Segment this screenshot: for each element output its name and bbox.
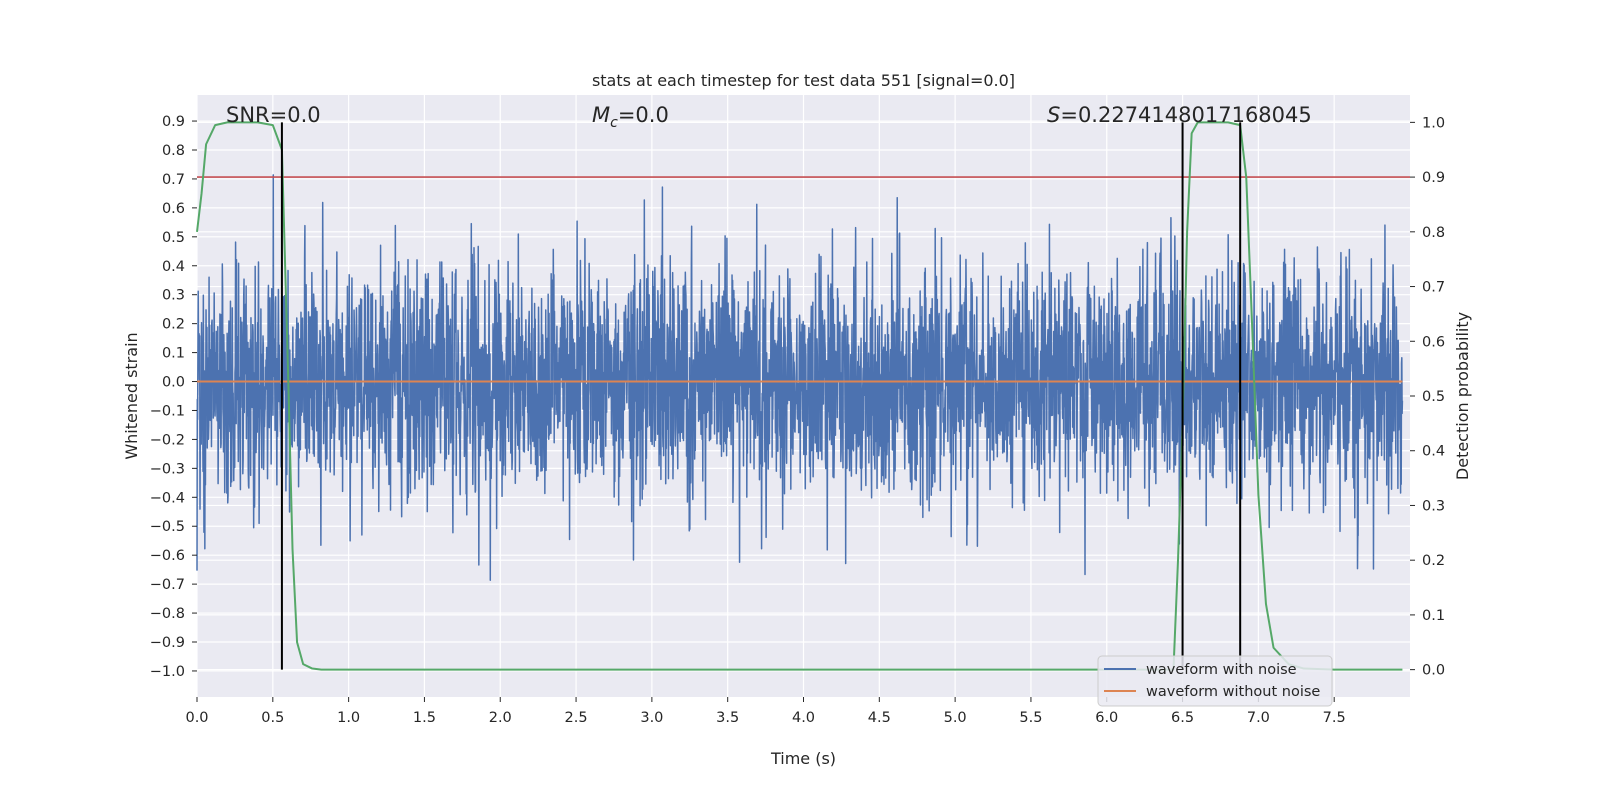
y2-tick-label: 0.3 (1422, 498, 1445, 514)
y-tick-label: −0.3 (150, 461, 185, 477)
series-waveform-with-noise (196, 174, 1404, 582)
y-tick-label: −1.0 (150, 664, 185, 680)
x-tick-label: 4.5 (868, 710, 891, 726)
y-tick-label: 0.0 (162, 375, 185, 391)
vertical-markers (280, 122, 1242, 670)
x-tick-label: 7.5 (1323, 710, 1346, 726)
mc-symbol: M (592, 103, 610, 127)
x-tick-label: 5.5 (1019, 710, 1042, 726)
legend-label-with-noise: waveform with noise (1146, 662, 1297, 678)
x-tick-label: 1.5 (413, 710, 436, 726)
y2-tick-label: 0.4 (1422, 444, 1445, 460)
legend: waveform with noise waveform without noi… (1097, 655, 1333, 707)
y2-tick-label: 0.8 (1422, 225, 1445, 241)
y2-tick-label: 1.0 (1422, 115, 1445, 131)
y2-tick-label: 0.5 (1422, 389, 1445, 405)
s-value: =0.2274148017168045 (1060, 103, 1311, 127)
y-axis-label: Whitened strain (122, 332, 141, 459)
y-tick-label: 0.5 (162, 230, 185, 246)
y-tick-label: 0.6 (162, 201, 185, 217)
y-tick-label: −0.5 (150, 519, 185, 535)
legend-box (1097, 655, 1333, 707)
chirp-mass-annotation: Mc=0.0 (592, 103, 669, 131)
noise-trace (196, 174, 1404, 582)
x-tick-label: 2.0 (489, 710, 512, 726)
x-tick-label: 6.5 (1171, 710, 1194, 726)
y-tick-label: −0.8 (150, 606, 185, 622)
chart-title: stats at each timestep for test data 551… (592, 71, 1015, 90)
y2-tick-label: 0.7 (1422, 280, 1445, 296)
y2-tick-label: 0.1 (1422, 608, 1445, 624)
axes: 0.0 0.5 1.0 1.5 2.0 2.5 3.0 3.5 4.0 4.5 5.0 5.5 6.0 6… (150, 114, 1445, 726)
x-tick-label: 2.5 (565, 710, 588, 726)
x-tick-label: 0.0 (185, 710, 208, 726)
x-tick-label: 3.0 (640, 710, 663, 726)
mc-subscript: c (610, 115, 618, 131)
x-tick-label: 3.5 (716, 710, 739, 726)
x-tick-label: 5.0 (944, 710, 967, 726)
s-symbol: S (1047, 103, 1060, 127)
x-tick-label: 6.0 (1095, 710, 1118, 726)
y-tick-label: 0.4 (162, 259, 185, 275)
snr-annotation: SNR=0.0 (226, 103, 321, 127)
y-tick-label: −0.2 (150, 432, 185, 448)
y-tick-label: 0.3 (162, 288, 185, 304)
legend-label-without-noise: waveform without noise (1146, 684, 1320, 700)
y-tick-label: 0.2 (162, 317, 185, 333)
y-tick-label: 0.8 (162, 143, 185, 159)
y-tick-label: 0.1 (162, 346, 185, 362)
y-tick-label: −0.6 (150, 548, 185, 564)
x-tick-label: 7.0 (1247, 710, 1270, 726)
y-tick-label: 0.9 (162, 114, 185, 130)
y-tick-label: −0.7 (150, 577, 185, 593)
y2-tick-label: 0.0 (1422, 663, 1445, 679)
s-annotation: S=0.2274148017168045 (1047, 103, 1312, 127)
y-tick-label: 0.7 (162, 172, 185, 188)
y2-tick-label: 0.9 (1422, 170, 1445, 186)
x-tick-label: 4.0 (792, 710, 815, 726)
y-tick-label: −0.4 (150, 490, 185, 506)
x-tick-label: 0.5 (261, 710, 284, 726)
x-axis-label: Time (s) (770, 749, 836, 768)
x-tick-label: 1.0 (337, 710, 360, 726)
y2-tick-label: 0.2 (1422, 553, 1445, 569)
mc-value: =0.0 (618, 103, 669, 127)
y-tick-label: −0.1 (150, 403, 185, 419)
y2-axis-label: Detection probability (1453, 312, 1472, 480)
y2-tick-label: 0.6 (1422, 334, 1445, 350)
y-tick-label: −0.9 (150, 635, 185, 651)
